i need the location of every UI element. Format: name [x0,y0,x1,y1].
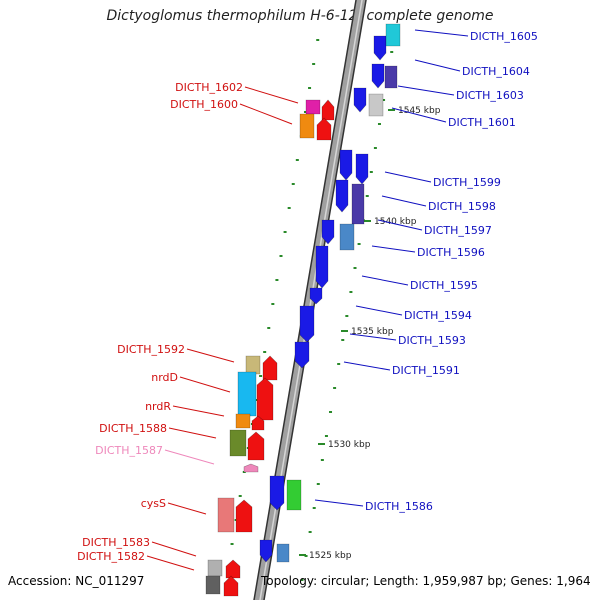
gene-feature [373,35,387,61]
right-gene-label: DICTH_1604 [462,65,530,78]
right-label-leader [381,195,427,207]
right-gene-label: DICTH_1598 [428,200,496,213]
genome-summary-text: Topology: circular; Length: 1,959,987 bp… [261,574,591,588]
left-gene-label: cysS [141,497,166,510]
right-label-leader [361,275,409,286]
right-label-leader [314,499,364,507]
left-label-leader [239,103,293,125]
right-label-leader [397,85,455,96]
gene-feature [237,371,257,417]
right-gene-label: DICTH_1594 [404,309,472,322]
right-label-leader [391,107,447,123]
gene-feature [247,431,265,461]
right-gene-label: DICTH_1595 [410,279,478,292]
gene-feature [294,341,310,369]
right-label-leader [349,333,397,341]
gene-feature [229,429,247,457]
gene-feature [286,479,302,511]
gene-feature [223,575,239,597]
right-gene-label: DICTH_1597 [424,224,492,237]
gene-feature [339,149,353,181]
left-label-leader [167,502,207,515]
left-label-leader [244,86,299,104]
gene-feature [259,539,273,563]
left-label-leader [146,555,195,571]
right-label-leader [414,29,469,37]
tick-label: 1535 kbp [351,327,394,337]
gene-feature [225,559,241,579]
right-label-leader [414,59,461,72]
left-gene-label: DICTH_1582 [77,550,145,563]
tick-label: 1525 kbp [309,551,352,561]
accession-text: Accession: NC_011297 [8,574,145,588]
left-gene-label: nrdR [145,400,171,413]
left-label-leader [151,541,197,557]
gene-feature [351,183,365,225]
gene-feature [299,305,315,343]
tick-label: 1540 kbp [374,217,417,227]
gene-feature [243,463,259,473]
gene-feature [353,87,367,113]
gene-feature [262,355,278,381]
right-gene-label: DICTH_1603 [456,89,524,102]
gene-feature [315,245,329,289]
gene-feature [299,113,315,139]
gene-feature [251,415,265,431]
left-gene-label: DICTH_1588 [99,422,167,435]
gene-feature [245,355,261,375]
gene-feature [371,63,385,89]
gene-feature [269,475,285,511]
gene-feature [316,117,332,141]
backbone-band [254,0,367,600]
left-gene-label: DICTH_1587 [95,444,163,457]
left-gene-label: DICTH_1583 [82,536,150,549]
right-label-leader [355,305,403,316]
right-label-leader [343,361,391,371]
tick-label: 1545 kbp [398,106,441,116]
left-label-leader [168,427,217,439]
gene-feature [368,93,384,117]
left-label-leader [186,348,235,363]
gene-feature [305,99,321,115]
right-gene-label: DICTH_1601 [448,116,516,129]
gene-feature [256,377,274,421]
right-gene-label: DICTH_1605 [470,30,538,43]
left-gene-label: nrdD [151,371,178,384]
gene-feature [235,413,251,429]
left-gene-label: DICTH_1602 [175,81,243,94]
left-label-leader [172,405,225,417]
gene-feature [385,23,401,47]
left-label-leader [179,376,231,393]
gene-feature [217,497,235,533]
gene-feature [321,99,335,121]
right-label-leader [377,219,423,231]
gene-feature [339,223,355,251]
right-gene-label: DICTH_1599 [433,176,501,189]
gene-feature [276,543,290,563]
tick-label: 1530 kbp [328,440,371,450]
right-gene-label: DICTH_1593 [398,334,466,347]
gene-feature [321,219,335,245]
gene-feature [235,499,253,533]
right-gene-label: DICTH_1596 [417,246,485,259]
right-label-leader [371,245,416,253]
gene-feature [335,179,349,213]
right-gene-label: DICTH_1586 [365,500,433,513]
gene-feature [207,559,223,577]
left-label-leader [164,449,215,465]
gene-feature [355,153,369,185]
map-title: Dictyoglomus thermophilum H-6-12, comple… [106,8,494,24]
right-gene-label: DICTH_1591 [392,364,460,377]
left-gene-label: DICTH_1592 [117,343,185,356]
gene-feature [205,575,221,595]
gene-feature [309,287,323,305]
left-gene-label: DICTH_1600 [170,98,238,111]
backbone-edge-left [253,0,357,600]
gene-feature [384,65,398,89]
right-label-leader [384,171,432,183]
